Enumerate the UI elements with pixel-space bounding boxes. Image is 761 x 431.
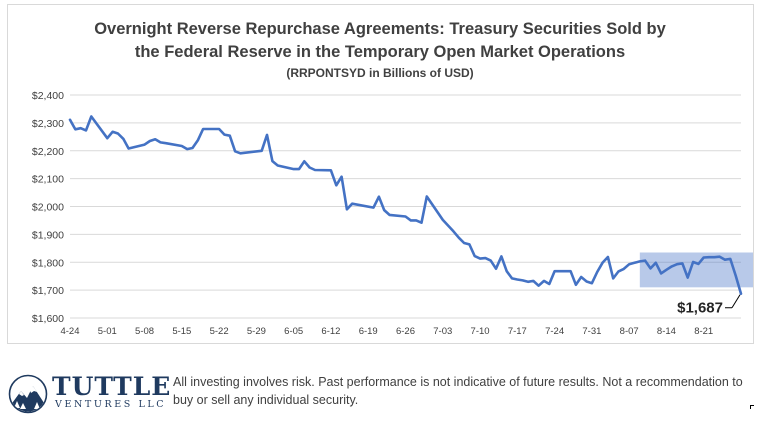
y-tick-label: $2,300 [32, 118, 64, 130]
x-tick-label: 8-21 [694, 326, 713, 337]
chart-title-line1: Overnight Reverse Repurchase Agreements:… [94, 20, 666, 38]
x-tick-label: 5-08 [135, 326, 154, 337]
y-tick-label: $1,800 [32, 257, 64, 269]
x-axis: 4-24 5-01 5-08 5-15 5-22 5-29 6-05 6-12 6-19 6-26… [60, 326, 713, 337]
x-tick-label: 7-03 [433, 326, 452, 337]
tuttle-logo: TUTTLE VENTURES LLC [8, 372, 172, 416]
x-tick-label: 5-15 [172, 326, 191, 337]
chart-svg: Overnight Reverse Repurchase Agreements:… [32, 20, 761, 337]
highlight-layer [639, 252, 761, 288]
y-tick-label: $2,100 [32, 174, 64, 186]
x-tick-label: 8-07 [620, 326, 639, 337]
logo-wordmark: TUTTLE [52, 372, 172, 401]
x-tick-label: 6-05 [284, 326, 303, 337]
x-tick-label: 7-10 [471, 326, 490, 337]
x-tick-label: 5-01 [98, 326, 117, 337]
y-tick-label: $1,600 [32, 313, 64, 325]
mountain-logo-icon [8, 374, 48, 414]
series-line [68, 115, 743, 295]
x-tick-label: 6-19 [359, 326, 378, 337]
disclaimer-text: All investing involves risk. Past perfor… [173, 375, 743, 407]
x-tick-label: 4-24 [60, 326, 79, 337]
series-layer [68, 115, 743, 295]
x-tick-label: 6-12 [321, 326, 340, 337]
chart-subtitle: (RRPONTSYD in Billions of USD) [286, 66, 473, 80]
chart-title-line2: the Federal Reserve in the Temporary Ope… [135, 43, 625, 61]
annotation-leader [731, 294, 741, 309]
x-tick-label: 6-26 [396, 326, 415, 337]
corner-mark [750, 405, 754, 409]
chart-frame: Overnight Reverse Repurchase Agreements:… [7, 4, 761, 344]
y-tick-label: $1,900 [32, 229, 64, 241]
x-tick-label: 5-22 [210, 326, 229, 337]
x-tick-label: 8-14 [657, 326, 676, 337]
grid-layer [70, 94, 741, 319]
y-tick-label: $2,000 [32, 202, 64, 214]
logo-subtitle: VENTURES LLC [55, 399, 167, 410]
y-axis: $1,600 $1,700 $1,800 $1,900 $2,000 $2,100 $2,2… [32, 90, 64, 325]
last-value-label: $1,687 [677, 300, 723, 317]
x-tick-label: 5-29 [247, 326, 266, 337]
y-tick-label: $1,700 [32, 285, 64, 297]
x-tick-label: 7-17 [508, 326, 527, 337]
y-tick-label: $2,200 [32, 146, 64, 158]
highlight-box [639, 252, 761, 288]
x-tick-label: 7-31 [582, 326, 601, 337]
annotation-layer: $1,687 [677, 294, 741, 317]
y-tick-label: $2,400 [32, 90, 64, 102]
x-tick-label: 7-24 [545, 326, 564, 337]
